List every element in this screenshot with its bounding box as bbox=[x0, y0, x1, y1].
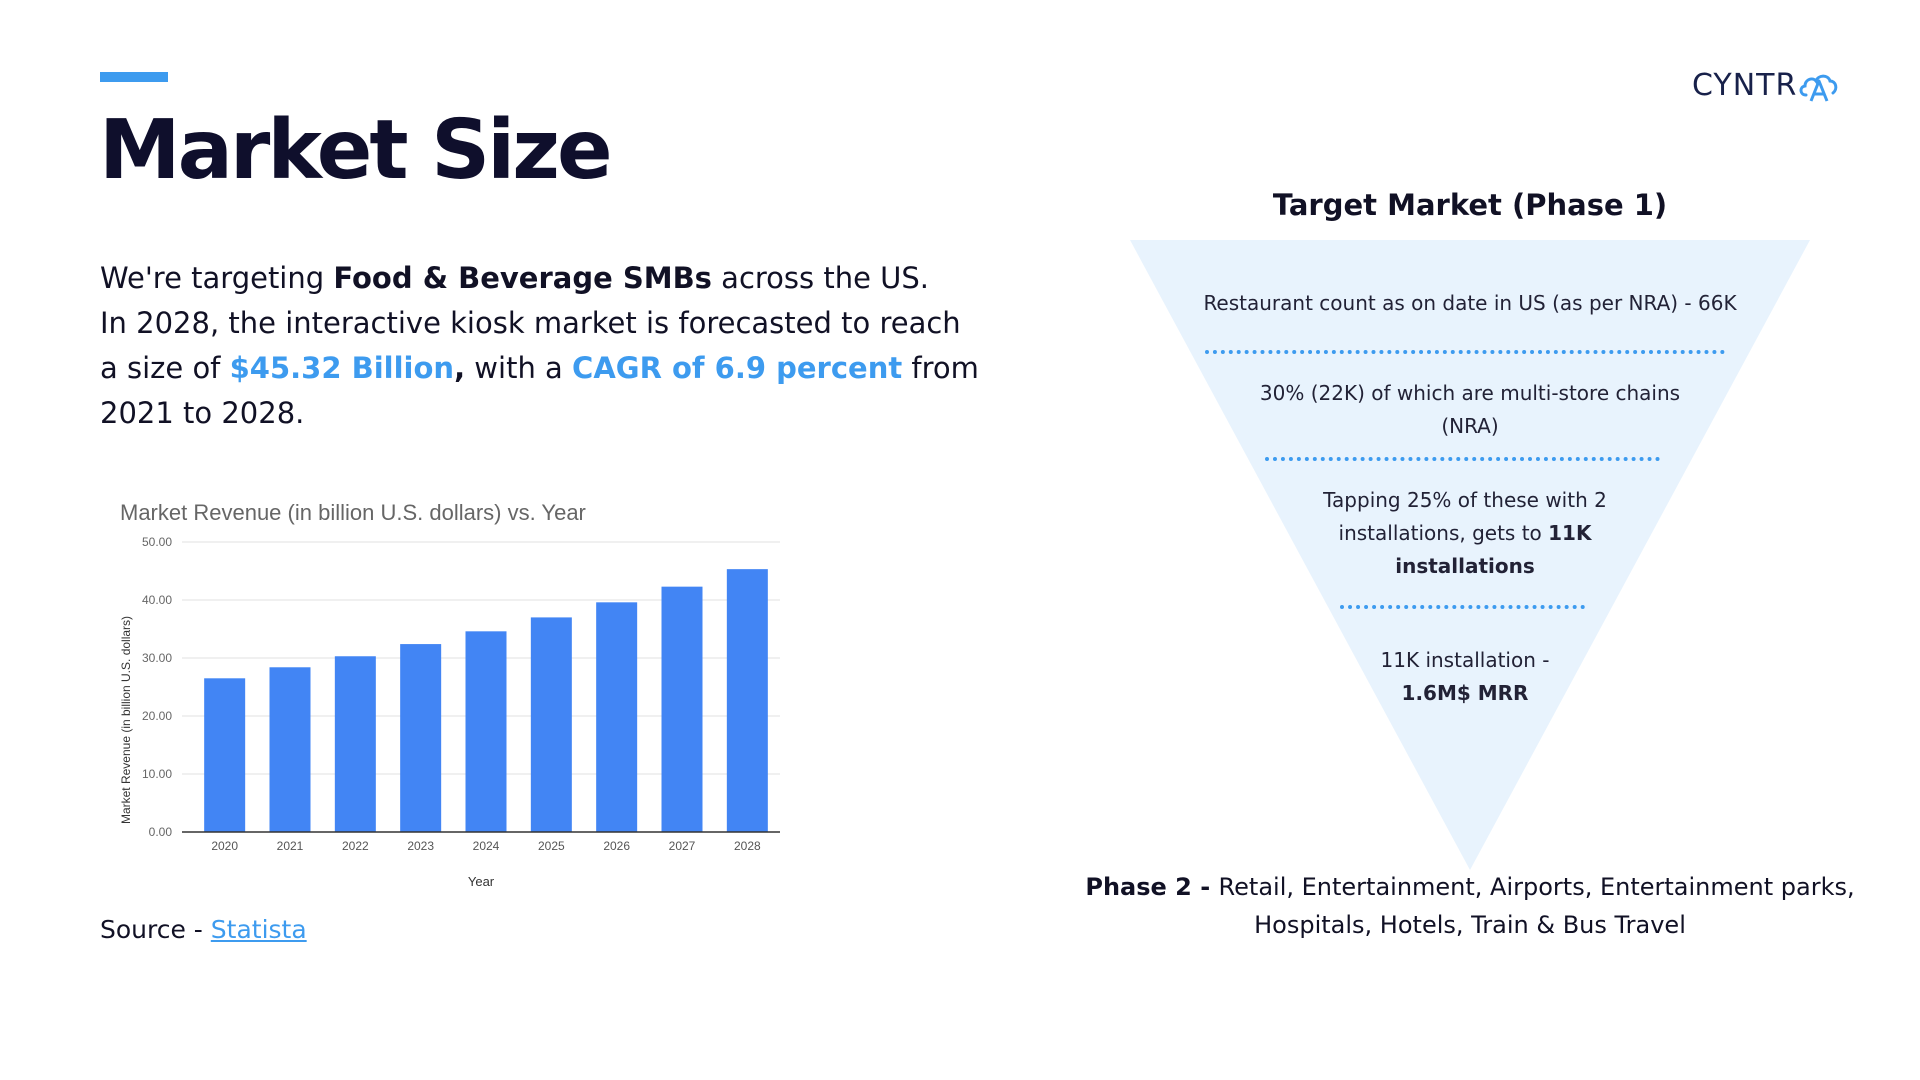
funnel-level-mrr: 11K installation - 1.6M$ MRR bbox=[1330, 644, 1600, 710]
y-tick-label: 30.00 bbox=[142, 651, 172, 665]
x-tick-label: 2023 bbox=[407, 839, 434, 853]
funnel-level-chains: 30% (22K) of which are multi-store chain… bbox=[1210, 377, 1730, 443]
market-revenue-bar-chart: Market Revenue (in billion U.S. dollars)… bbox=[119, 500, 780, 889]
x-tick-label: 2022 bbox=[342, 839, 369, 853]
mrr-value: 1.6M$ MRR bbox=[1401, 681, 1529, 705]
funnel-divider bbox=[1205, 350, 1725, 354]
statista-link[interactable]: Statista bbox=[210, 915, 307, 944]
company-logo: CYNTR bbox=[1692, 68, 1839, 103]
x-tick-label: 2026 bbox=[603, 839, 630, 853]
funnel-level-text: Tapping 25% of these with 2 bbox=[1323, 488, 1607, 512]
installations-word: installations bbox=[1395, 554, 1535, 578]
x-tick-label: 2028 bbox=[734, 839, 761, 853]
phase2-text: Retail, Entertainment, Airports, Enterta… bbox=[1218, 873, 1855, 939]
bar-2020 bbox=[204, 678, 246, 832]
page-title: Market Size bbox=[99, 103, 613, 198]
x-tick-label: 2025 bbox=[538, 839, 565, 853]
bar-2021 bbox=[269, 667, 311, 832]
x-tick-label: 2020 bbox=[211, 839, 238, 853]
intro-comma: , bbox=[454, 351, 466, 385]
phase2-description: Phase 2 - Retail, Entertainment, Airport… bbox=[1080, 868, 1860, 944]
x-tick-label: 2027 bbox=[669, 839, 696, 853]
intro-text: across the US. bbox=[711, 261, 930, 295]
installations-count: 11K bbox=[1548, 521, 1592, 545]
bar-2025 bbox=[530, 617, 572, 832]
segment-highlight: Food & Beverage SMBs bbox=[333, 261, 712, 295]
intro-text: with a bbox=[465, 351, 573, 385]
source-citation: Source - Statista bbox=[100, 915, 307, 944]
market-value-highlight: $45.32 Billion bbox=[229, 351, 455, 385]
bar-2026 bbox=[596, 602, 638, 832]
x-tick-label: 2024 bbox=[473, 839, 500, 853]
bar-2027 bbox=[661, 586, 703, 832]
funnel-level-text: Restaurant count as on date in US (as pe… bbox=[1203, 291, 1737, 315]
intro-text: We're targeting bbox=[100, 261, 334, 295]
funnel-level-restaurants: Restaurant count as on date in US (as pe… bbox=[1180, 287, 1760, 320]
funnel-level-text: 11K installation - bbox=[1380, 648, 1550, 672]
y-tick-label: 50.00 bbox=[142, 535, 172, 549]
y-tick-label: 0.00 bbox=[149, 825, 173, 839]
cagr-highlight: CAGR of 6.9 percent bbox=[572, 351, 903, 385]
funnel-level-text: (NRA) bbox=[1441, 414, 1499, 438]
funnel-level-text: 30% (22K) of which are multi-store chain… bbox=[1259, 381, 1681, 405]
funnel-level-installations: Tapping 25% of these with 2 installation… bbox=[1285, 484, 1645, 583]
source-label: Source - bbox=[100, 915, 211, 944]
y-axis-label: Market Revenue (in billion U.S. dollars) bbox=[119, 616, 133, 824]
target-market-funnel bbox=[1130, 240, 1810, 870]
y-axis-ticks: 0.00 10.00 20.00 30.00 40.00 50.00 bbox=[142, 535, 172, 839]
intro-text: In 2028, the interactive kiosk market is… bbox=[100, 306, 961, 385]
y-tick-label: 40.00 bbox=[142, 593, 172, 607]
funnel-level-text: installations, gets to bbox=[1338, 521, 1549, 545]
funnel-triangle bbox=[1130, 240, 1810, 870]
y-tick-label: 10.00 bbox=[142, 767, 172, 781]
bar-2024 bbox=[465, 631, 507, 832]
phase2-label: Phase 2 - bbox=[1085, 873, 1219, 901]
cloud-a-logo-icon bbox=[1799, 74, 1838, 102]
x-axis-ticks: 2020 2021 2022 2023 2024 2025 2026 2027 2028 bbox=[211, 839, 761, 853]
x-tick-label: 2021 bbox=[277, 839, 304, 853]
y-tick-label: 20.00 bbox=[142, 709, 172, 723]
bar-2023 bbox=[400, 644, 442, 832]
bar-2022 bbox=[334, 656, 376, 832]
x-axis-label: Year bbox=[468, 874, 495, 889]
chart-bars bbox=[204, 569, 768, 832]
logo-text: CYNTR bbox=[1692, 68, 1798, 103]
bar-2028 bbox=[726, 569, 768, 832]
funnel-divider bbox=[1265, 457, 1660, 461]
funnel-divider bbox=[1340, 605, 1585, 609]
intro-text: from 2021 to 2028. bbox=[100, 351, 979, 430]
title-accent-bar bbox=[100, 72, 168, 82]
funnel-title: Target Market (Phase 1) bbox=[1272, 188, 1668, 222]
intro-paragraph: We're targeting Food & Beverage SMBs acr… bbox=[100, 256, 980, 436]
chart-title: Market Revenue (in billion U.S. dollars)… bbox=[120, 500, 586, 525]
